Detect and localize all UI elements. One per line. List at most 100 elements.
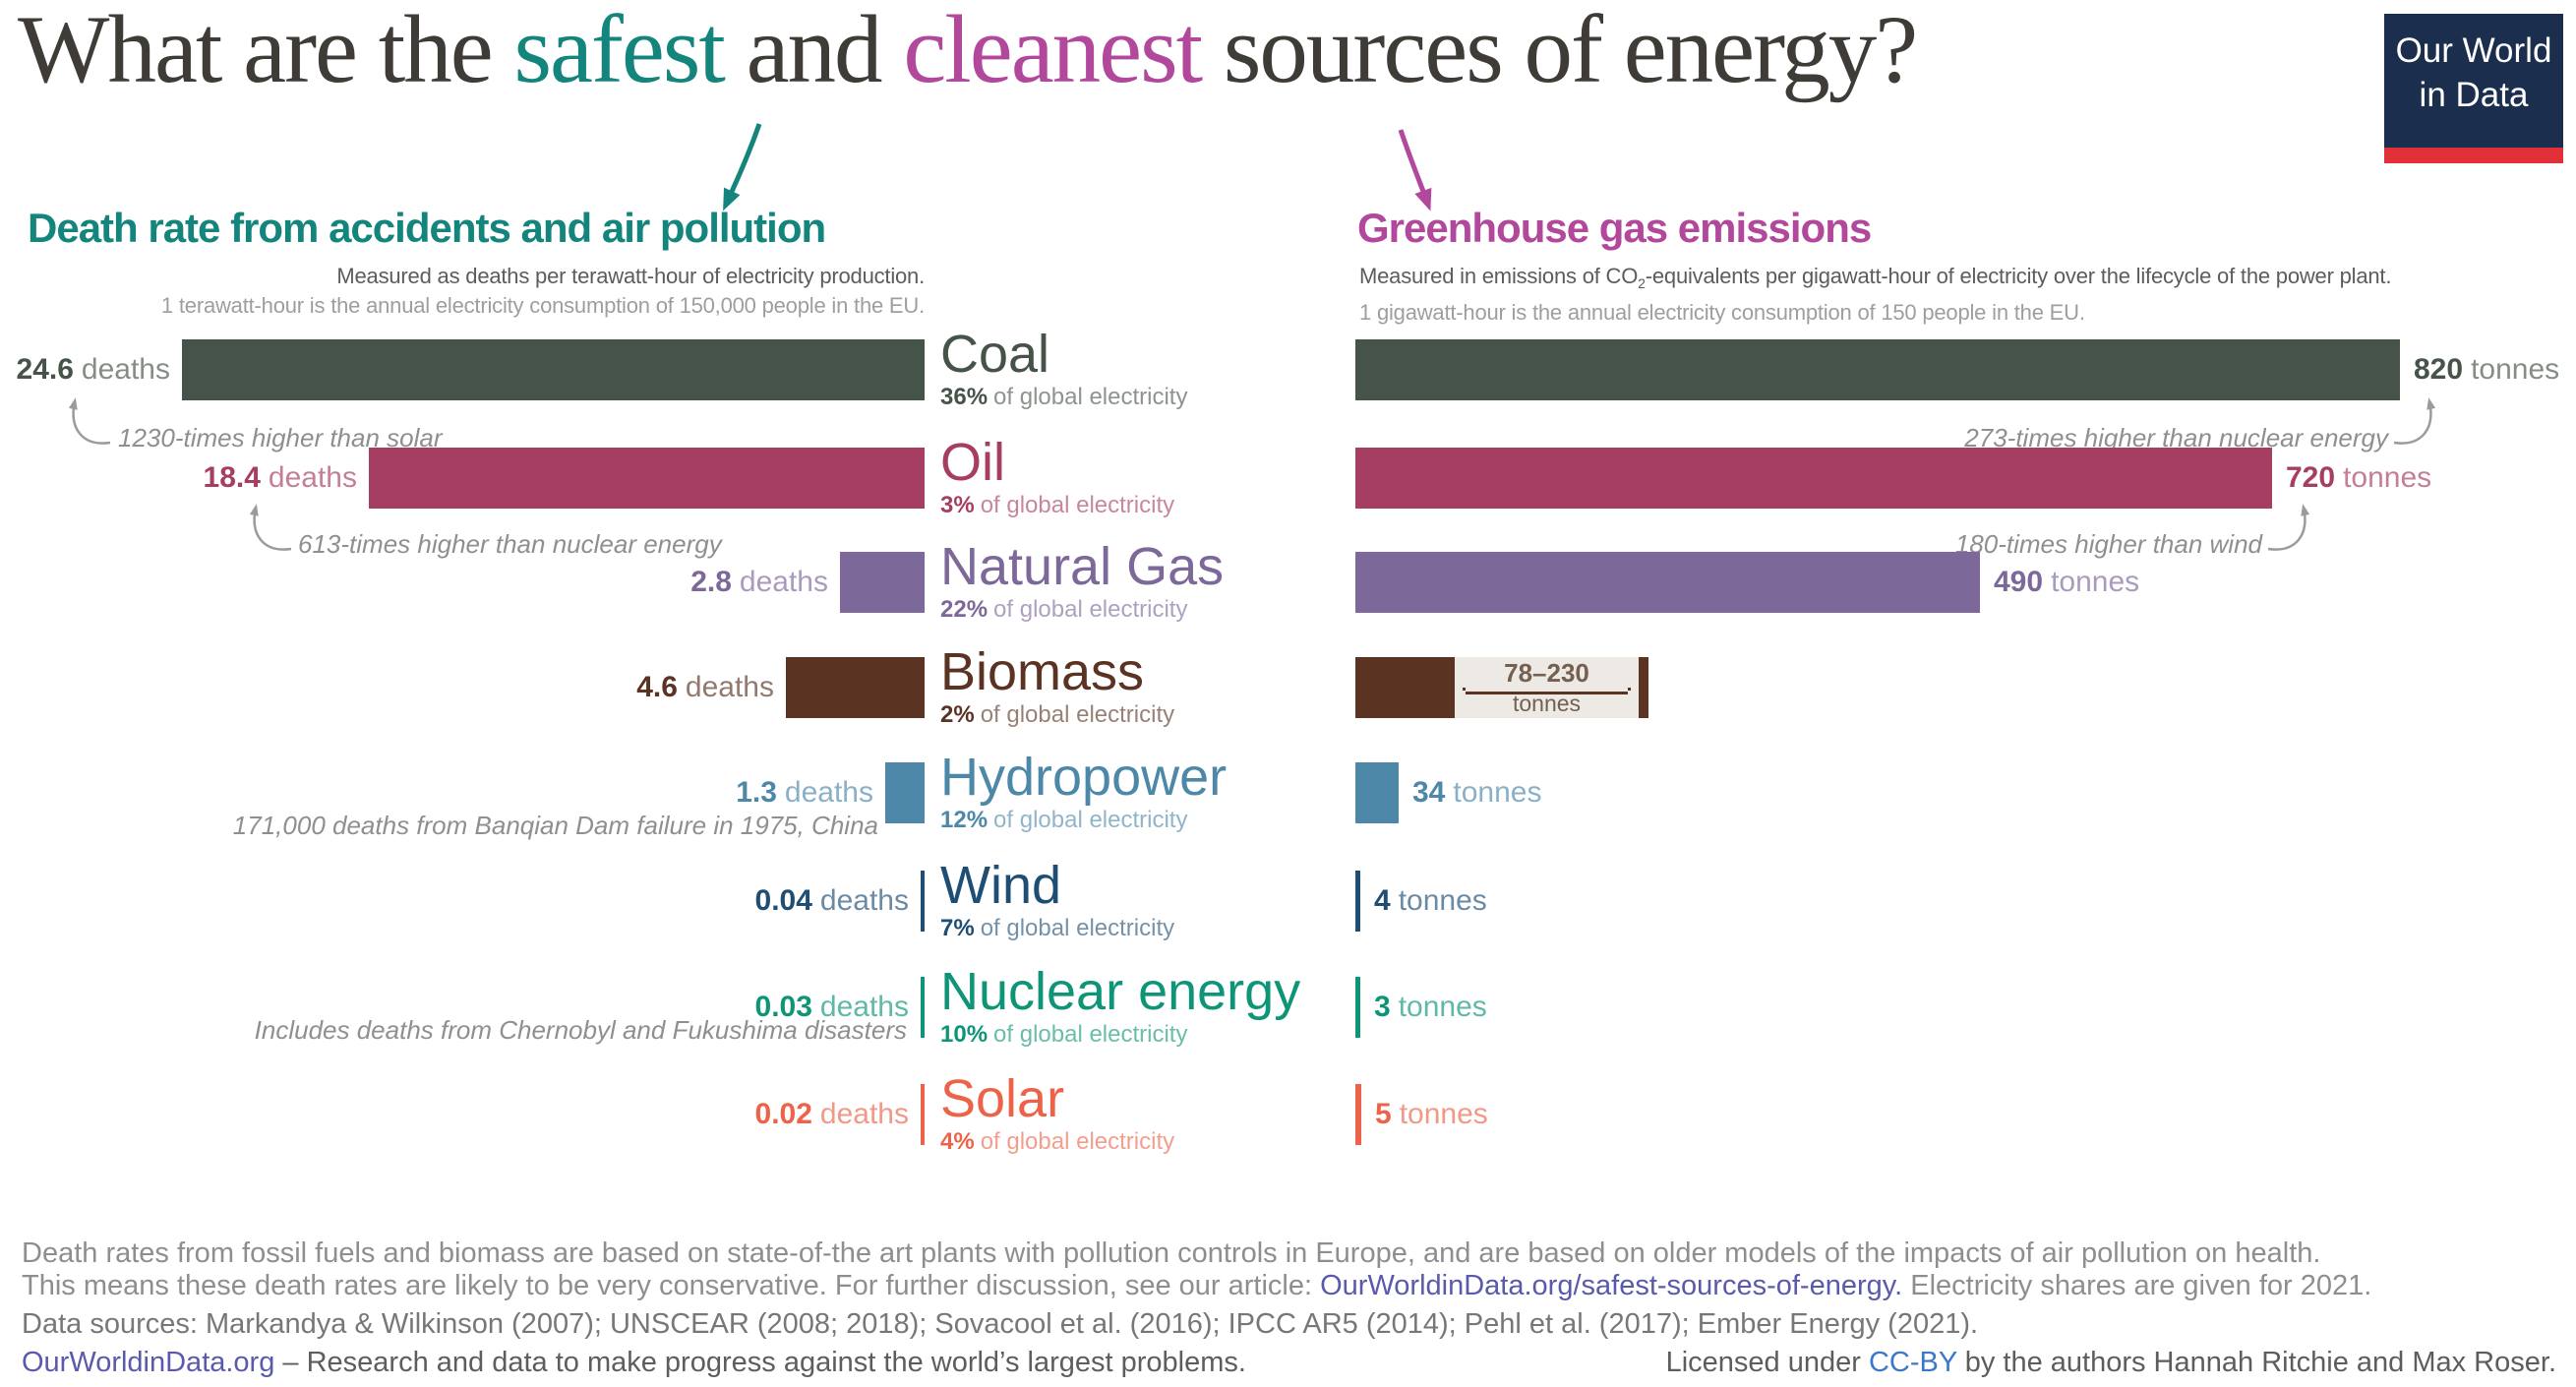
emissions-range-endbar-biomass <box>1639 657 1648 718</box>
deaths-number: 1.3 <box>736 776 777 809</box>
energy-name: Coal <box>940 325 1050 384</box>
tonnes-unit: tonnes <box>1453 776 1542 809</box>
footnote-line2: This means these death rates are likely … <box>22 1270 2372 1301</box>
energy-label-wind: Wind 7% of global electricity <box>940 859 1174 942</box>
emissions-value-natural-gas: 490 tonnes <box>1994 552 2139 613</box>
tonnes-number: 34 <box>1412 776 1446 809</box>
deaths-bar-wind <box>921 871 925 932</box>
share-percent: 7% <box>940 915 975 941</box>
owid-link[interactable]: OurWorldinData.org <box>22 1347 275 1378</box>
energy-name: Biomass <box>940 642 1145 701</box>
deaths-unit: deaths <box>685 671 774 703</box>
tonnes-unit: tonnes <box>1398 991 1487 1023</box>
energy-name: Natural Gas <box>940 537 1225 596</box>
note-left-nuclear: Includes deaths from Chernobyl and Fukus… <box>254 1015 907 1045</box>
electricity-share: 22% of global electricity <box>940 596 1224 624</box>
tonnes-unit: tonnes <box>2051 566 2140 598</box>
energy-label-nuclear: Nuclear energy 10% of global electricity <box>940 965 1300 1049</box>
share-suffix: of global electricity <box>980 915 1175 941</box>
deaths-bar-solar <box>921 1084 925 1145</box>
share-suffix: of global electricity <box>980 1128 1175 1155</box>
deaths-unit: deaths <box>81 353 170 386</box>
right-subtitle-line2: 1 gigawatt-hour is the annual electricit… <box>1359 300 2085 325</box>
deaths-value-biomass: 4.6 deaths <box>636 657 774 718</box>
data-sources-line: Data sources: Markandya & Wilkinson (200… <box>22 1308 1979 1340</box>
share-suffix: of global electricity <box>980 701 1175 728</box>
electricity-share: 12% of global electricity <box>940 807 1227 834</box>
left-chart-heading: Death rate from accidents and air pollut… <box>28 205 826 251</box>
range-line-icon <box>1463 688 1631 694</box>
title-text: What are the <box>18 0 514 103</box>
deaths-bar-hydropower <box>885 762 925 823</box>
energy-label-natural-gas: Natural Gas 22% of global electricity <box>940 540 1224 624</box>
share-percent: 4% <box>940 1128 975 1155</box>
share-suffix: of global electricity <box>993 384 1188 410</box>
share-percent: 10% <box>940 1021 988 1048</box>
deaths-unit: deaths <box>819 1098 909 1130</box>
note-left-hydropower: 171,000 deaths from Banqian Dam failure … <box>232 811 878 840</box>
article-link[interactable]: OurWorldinData.org/safest-sources-of-ene… <box>1320 1270 1903 1301</box>
owid-logo-line1: Our World <box>2395 31 2552 70</box>
ccby-link[interactable]: CC-BY <box>1868 1347 1957 1378</box>
note-arrow-oil-left-icon <box>249 504 292 551</box>
electricity-share: 3% of global electricity <box>940 492 1174 519</box>
emissions-bar-coal <box>1355 339 2400 400</box>
energy-name: Wind <box>940 856 1062 915</box>
emissions-bar-wind <box>1355 871 1360 932</box>
emissions-bar-nuclear <box>1355 977 1360 1038</box>
emissions-value-solar: 5 tonnes <box>1375 1084 1488 1145</box>
right-chart-heading: Greenhouse gas emissions <box>1357 205 1872 251</box>
energy-label-biomass: Biomass 2% of global electricity <box>940 645 1174 729</box>
tonnes-number: 4 <box>1374 884 1391 917</box>
electricity-share: 2% of global electricity <box>940 701 1174 729</box>
emissions-bar-hydropower <box>1355 762 1399 823</box>
title-text: sources of energy? <box>1201 0 1918 103</box>
deaths-bar-nuclear <box>921 977 925 1038</box>
energy-label-coal: Coal 36% of global electricity <box>940 328 1187 411</box>
share-suffix: of global electricity <box>993 1021 1188 1048</box>
deaths-bar-oil <box>369 448 925 509</box>
deaths-unit: deaths <box>819 884 909 917</box>
deaths-unit: deaths <box>819 991 909 1023</box>
emissions-value-nuclear: 3 tonnes <box>1374 977 1487 1038</box>
deaths-bar-biomass <box>786 657 925 718</box>
tonnes-number: 820 <box>2414 353 2464 386</box>
deaths-bar-coal <box>182 339 925 400</box>
emissions-value-coal: 820 tonnes <box>2414 339 2559 400</box>
title-word-cleanest: cleanest <box>903 0 1203 103</box>
electricity-share: 4% of global electricity <box>940 1128 1174 1156</box>
range-unit: tonnes <box>1512 690 1582 716</box>
emissions-bar-natural-gas <box>1355 552 1980 613</box>
share-percent: 3% <box>940 492 975 518</box>
deaths-number: 0.04 <box>754 884 812 917</box>
deaths-number: 24.6 <box>16 353 74 386</box>
electricity-share: 10% of global electricity <box>940 1021 1300 1049</box>
tonnes-number: 490 <box>1994 566 2044 598</box>
emissions-value-hydropower: 34 tonnes <box>1412 762 1541 823</box>
note-arrow-coal-right-icon <box>2393 397 2436 445</box>
owid-logo: Our World in Data <box>2384 14 2563 163</box>
emissions-bar-oil <box>1355 448 2272 509</box>
deaths-unit: deaths <box>268 461 357 494</box>
note-left-oil: 613-times higher than nuclear energy <box>298 529 722 559</box>
share-suffix: of global electricity <box>980 492 1175 518</box>
energy-label-oil: Oil 3% of global electricity <box>940 436 1174 519</box>
deaths-number: 0.03 <box>754 991 812 1023</box>
title-arrow-safest-icon <box>723 123 762 211</box>
share-percent: 2% <box>940 701 975 728</box>
deaths-number: 2.8 <box>690 566 732 598</box>
energy-name: Hydropower <box>940 748 1228 807</box>
emissions-range-biomass: 78–230 tonnes <box>1455 657 1648 718</box>
energy-label-solar: Solar 4% of global electricity <box>940 1072 1174 1156</box>
tonnes-number: 720 <box>2286 461 2336 494</box>
deaths-value-hydropower: 1.3 deaths <box>736 762 873 823</box>
emissions-value-wind: 4 tonnes <box>1374 871 1487 932</box>
co2-subscript: 2 <box>1638 275 1646 291</box>
tonnes-unit: tonnes <box>1398 884 1487 917</box>
energy-name: Oil <box>940 433 1005 492</box>
tonnes-unit: tonnes <box>2471 353 2560 386</box>
tonnes-number: 5 <box>1375 1098 1392 1130</box>
deaths-value-wind: 0.04 deaths <box>755 871 909 932</box>
left-subtitle-line2: 1 terawatt-hour is the annual electricit… <box>160 293 925 318</box>
energy-label-hydropower: Hydropower 12% of global electricity <box>940 751 1227 834</box>
